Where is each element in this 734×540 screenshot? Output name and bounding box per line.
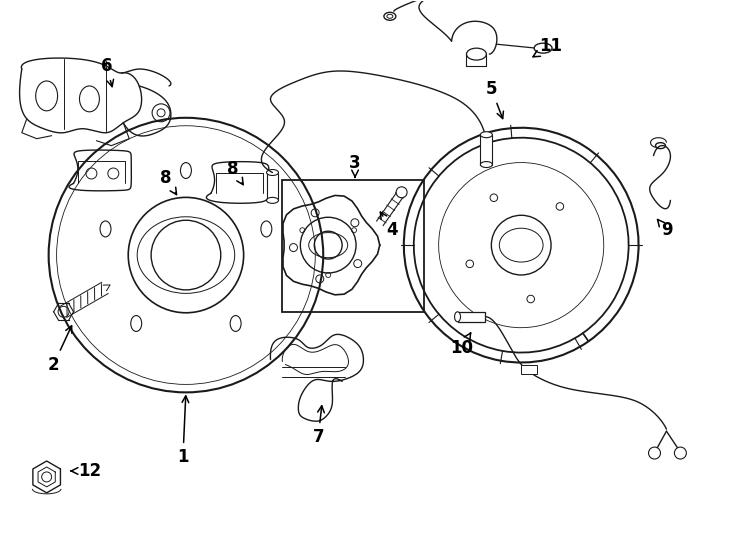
- Bar: [266, 172, 278, 200]
- Text: 5: 5: [486, 80, 504, 119]
- Bar: [521, 364, 537, 374]
- Ellipse shape: [481, 132, 493, 138]
- Text: 1: 1: [177, 396, 189, 466]
- Text: 6: 6: [101, 57, 114, 86]
- Bar: [457, 312, 485, 322]
- Ellipse shape: [481, 161, 493, 167]
- Text: 8: 8: [227, 159, 243, 185]
- Circle shape: [649, 447, 661, 459]
- Text: 10: 10: [450, 333, 473, 356]
- Bar: [481, 134, 493, 165]
- Ellipse shape: [384, 12, 396, 21]
- Text: 7: 7: [313, 406, 324, 446]
- Ellipse shape: [467, 48, 487, 60]
- Ellipse shape: [266, 198, 278, 204]
- Text: 9: 9: [658, 219, 672, 239]
- Text: 8: 8: [160, 170, 177, 194]
- Bar: [283, 180, 424, 312]
- Circle shape: [396, 187, 407, 198]
- Ellipse shape: [266, 170, 278, 176]
- Text: 3: 3: [349, 153, 361, 177]
- Circle shape: [675, 447, 686, 459]
- Ellipse shape: [454, 312, 460, 322]
- Ellipse shape: [534, 43, 552, 53]
- Text: 2: 2: [48, 326, 72, 374]
- Text: 12: 12: [71, 462, 101, 480]
- Text: 11: 11: [533, 37, 562, 57]
- Text: 4: 4: [380, 212, 398, 239]
